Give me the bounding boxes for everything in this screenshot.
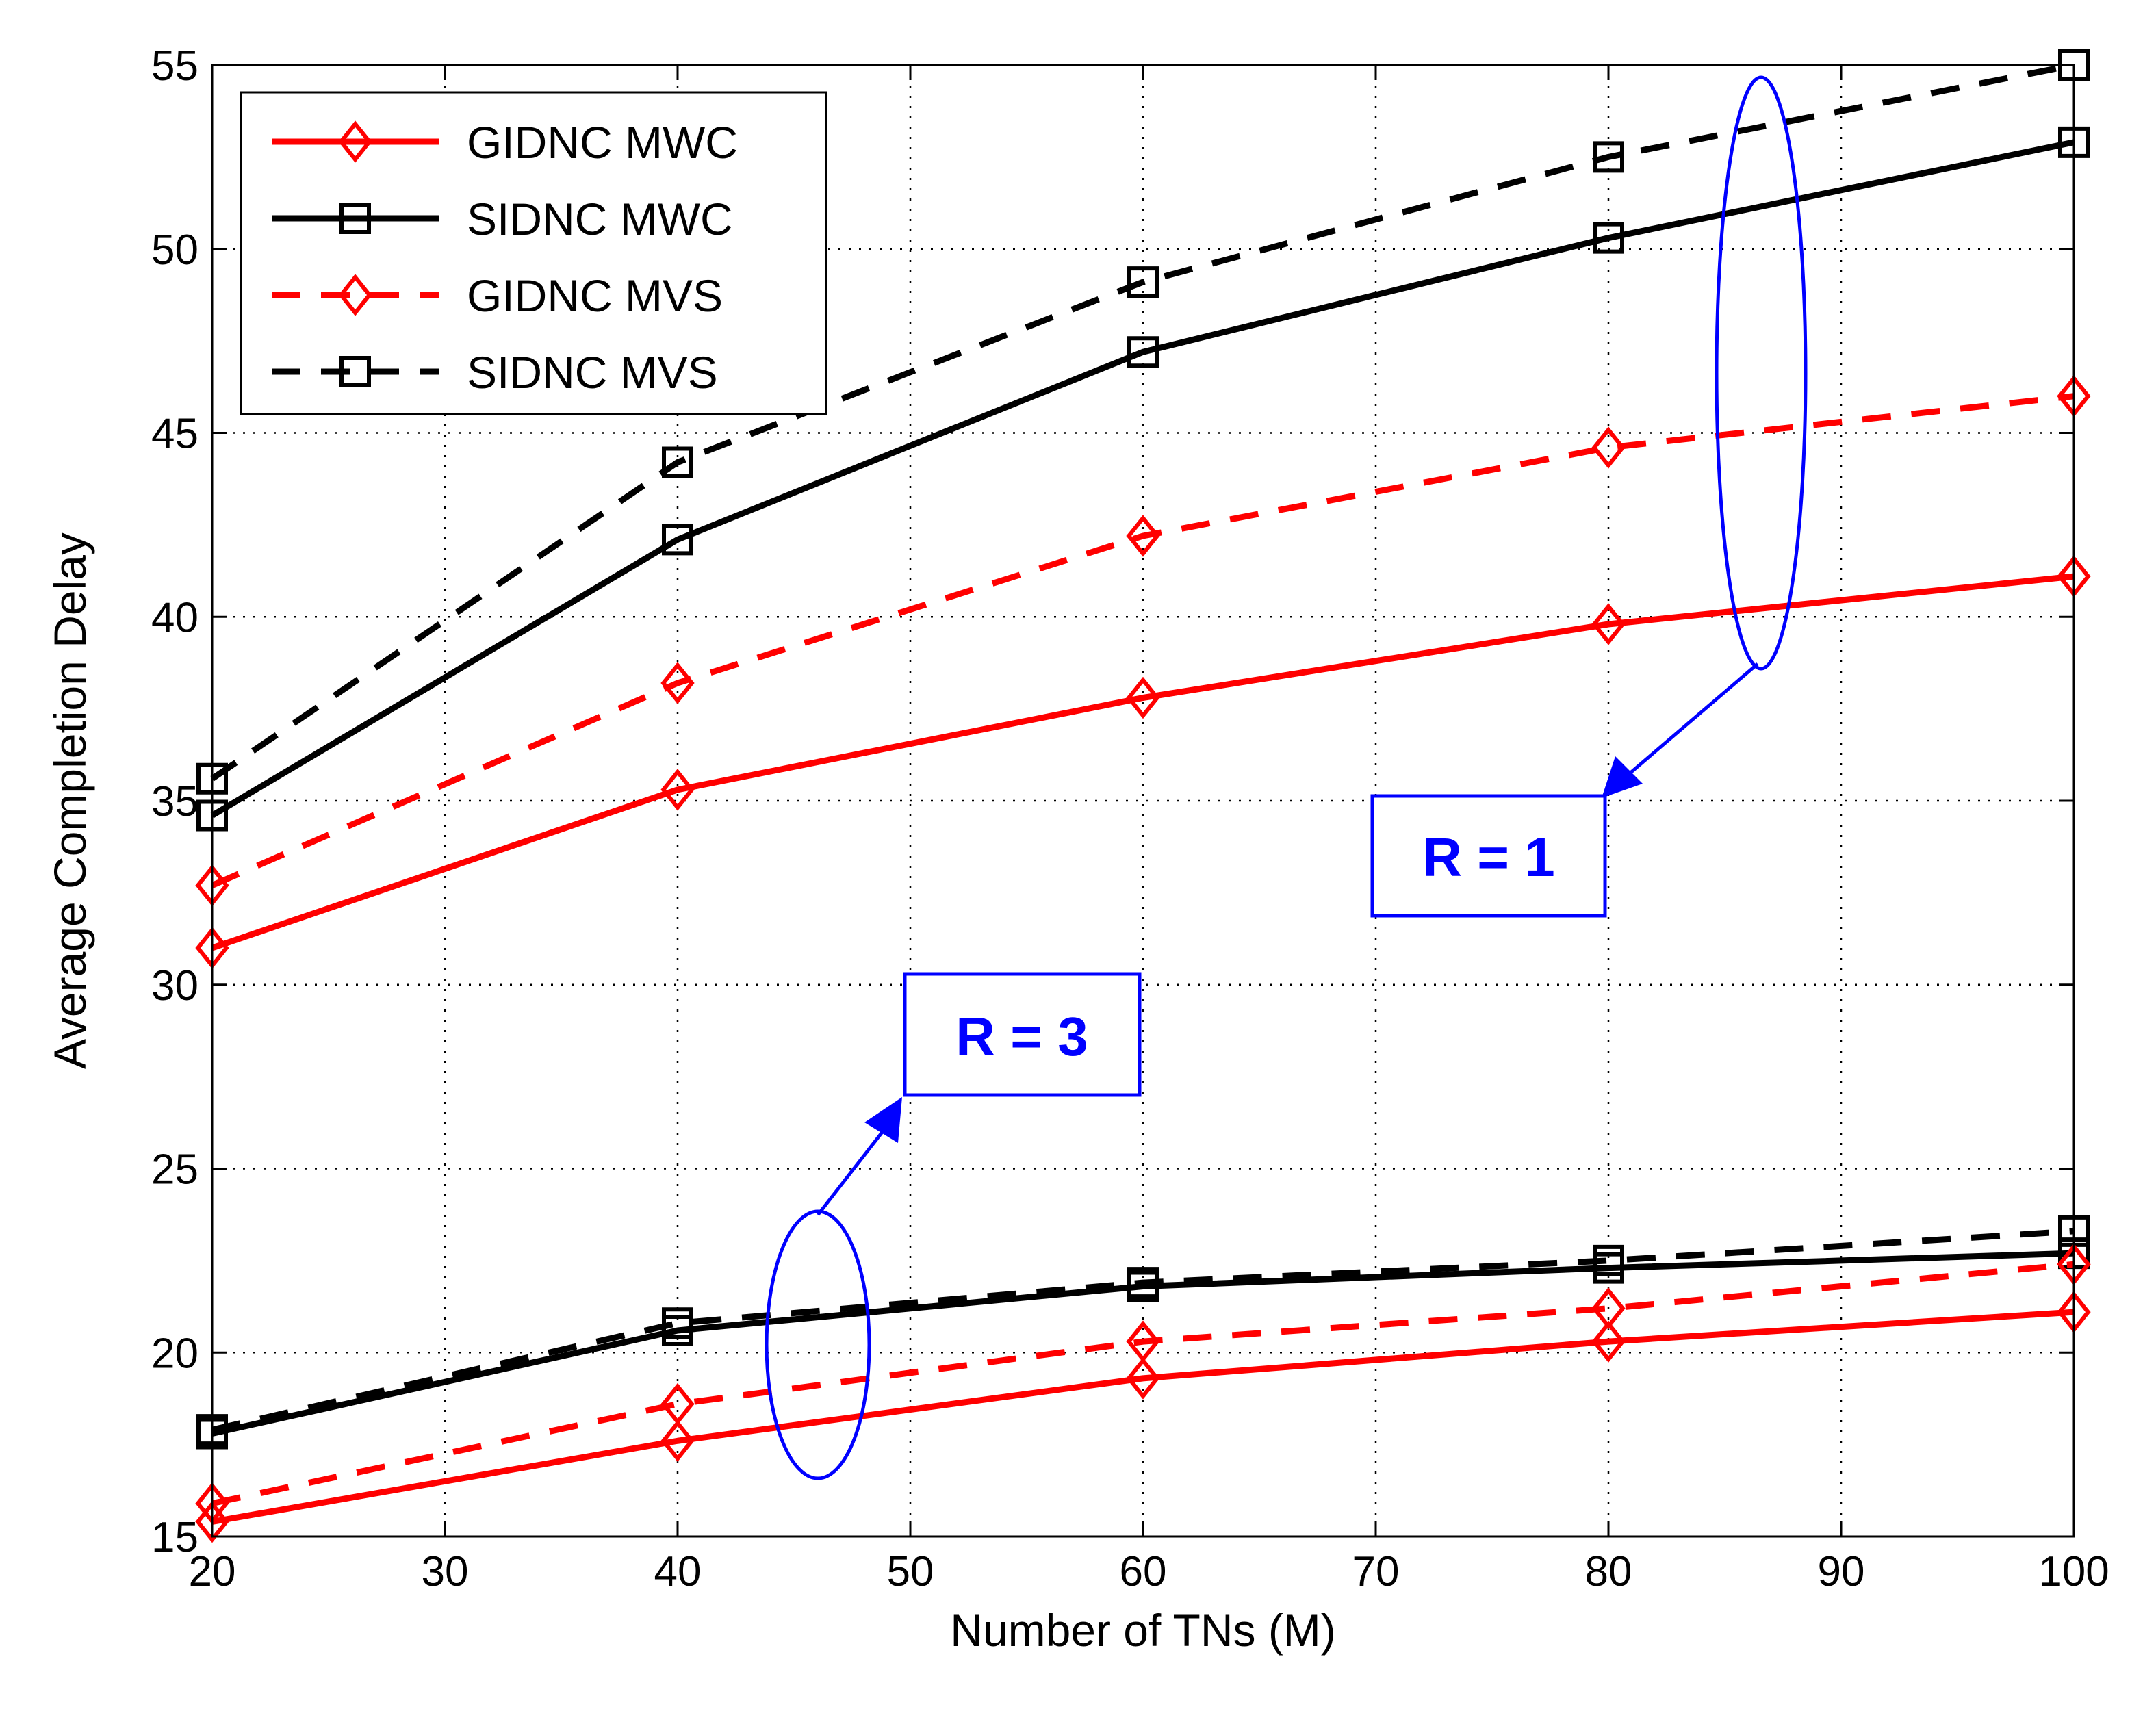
- x-tick-label: 30: [422, 1548, 469, 1595]
- x-tick-label: 80: [1585, 1548, 1632, 1595]
- series-line: [211, 1261, 2075, 1507]
- legend-label: SIDNC MWC: [467, 194, 733, 244]
- arrow-r1-line: [1614, 662, 1759, 787]
- data-point: [1127, 336, 1159, 368]
- data-point: [1127, 266, 1159, 298]
- data-point: [195, 1500, 229, 1543]
- axes: [211, 64, 2075, 1538]
- x-tick-label: 100: [2038, 1548, 2109, 1595]
- legend-label: SIDNC MVS: [467, 347, 718, 398]
- data-point: [662, 446, 693, 478]
- y-axis-label: Average Completion Delay: [44, 532, 95, 1069]
- y-tick-label: 35: [151, 778, 198, 825]
- series-line: [211, 1309, 2075, 1525]
- arrow-r1-head: [1602, 756, 1643, 798]
- annotation-r3-label: R = 3: [955, 1006, 1088, 1067]
- grid-lines: [212, 65, 2074, 1536]
- legend-box: [240, 91, 827, 415]
- series-line: [211, 1250, 2075, 1437]
- data-point: [1593, 141, 1624, 173]
- x-tick-label: 90: [1818, 1548, 1865, 1595]
- data-point: [1127, 1267, 1159, 1299]
- annotation-r3: R = 3: [903, 972, 1142, 1097]
- legend-entry: SIDNC MVS: [272, 347, 718, 398]
- data-point: [1593, 222, 1624, 254]
- data-point: [662, 1307, 693, 1339]
- series-line: [210, 139, 2075, 819]
- data-point: [1126, 515, 1160, 557]
- data-point: [1593, 1244, 1624, 1276]
- data-point: [1591, 1320, 1626, 1363]
- legend-marker: [338, 120, 372, 163]
- legend-label: GIDNC MWC: [467, 117, 738, 168]
- x-tick-label: 70: [1352, 1548, 1400, 1595]
- data-point: [1126, 676, 1160, 719]
- legend-marker: [339, 203, 371, 234]
- x-tick-label: 40: [654, 1548, 702, 1595]
- series-layer: [195, 49, 2091, 1543]
- x-axis-label: Number of TNs (M): [950, 1605, 1336, 1656]
- y-tick-label: 25: [151, 1146, 198, 1194]
- arrow-r3-line: [817, 1121, 891, 1216]
- annotation-r1-box: [1370, 794, 1607, 918]
- y-tick-label: 45: [151, 411, 198, 458]
- y-tick-label: 55: [151, 42, 198, 90]
- data-point: [1126, 1320, 1160, 1363]
- data-point: [660, 662, 695, 704]
- ellipse-r3: [765, 1209, 871, 1480]
- data-point: [660, 1419, 695, 1463]
- annotation-layer: [765, 75, 1808, 1480]
- data-point: [662, 524, 693, 556]
- x-tick-label: 20: [189, 1548, 236, 1595]
- data-point: [1126, 1357, 1160, 1400]
- annotation-boxes: R = 1 R = 3: [903, 794, 1607, 1097]
- y-tick-label: 15: [151, 1514, 198, 1561]
- series-line: [210, 62, 2075, 782]
- legend-entry: GIDNC MVS: [272, 270, 723, 321]
- x-tick-label: 50: [887, 1548, 934, 1595]
- data-point: [660, 769, 695, 811]
- series-line: [211, 1228, 2075, 1433]
- series-line: [211, 393, 2075, 888]
- x-tick-label: 60: [1120, 1548, 1167, 1595]
- annotation-r3-box: [903, 972, 1142, 1097]
- data-point: [1591, 603, 1626, 645]
- legend-entry: SIDNC MWC: [272, 194, 733, 244]
- annotation-r1: R = 1: [1370, 794, 1607, 918]
- y-tick-label: 50: [151, 227, 198, 274]
- data-point: [660, 1382, 695, 1426]
- y-tick-label: 40: [151, 594, 198, 641]
- y-tick-label: 20: [151, 1330, 198, 1377]
- data-point: [1591, 426, 1626, 469]
- legend-marker: [338, 274, 372, 316]
- legend-entry: GIDNC MWC: [272, 117, 738, 168]
- ellipse-r1: [1715, 75, 1808, 671]
- series-line: [211, 573, 2075, 951]
- arrow-r3-head: [864, 1097, 902, 1143]
- data-point: [1591, 1287, 1626, 1330]
- y-tick-label: 30: [151, 962, 198, 1009]
- legend: GIDNC MWC SIDNC MWC GIDNC MVS SIDNC MVS: [240, 91, 827, 415]
- legend-marker: [339, 356, 371, 387]
- legend-label: GIDNC MVS: [467, 270, 723, 321]
- annotation-r1-label: R = 1: [1422, 827, 1554, 888]
